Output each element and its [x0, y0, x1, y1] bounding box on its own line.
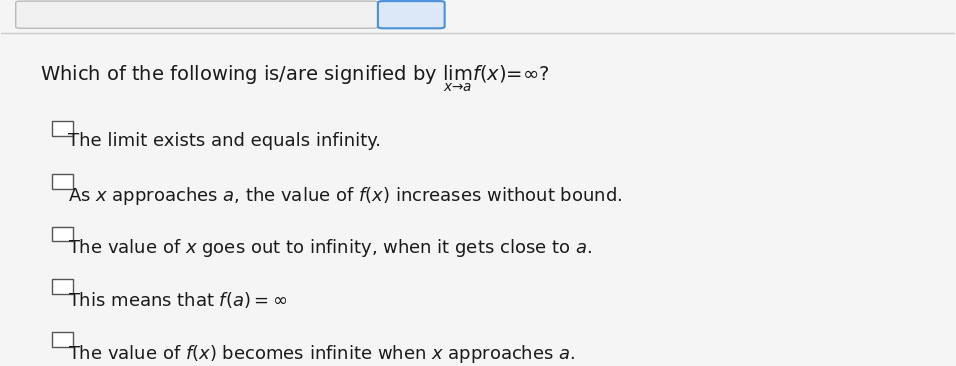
FancyBboxPatch shape — [52, 279, 73, 294]
FancyBboxPatch shape — [52, 121, 73, 136]
FancyBboxPatch shape — [52, 174, 73, 189]
Text: The value of $x$ goes out to infinity, when it gets close to $a$.: The value of $x$ goes out to infinity, w… — [68, 237, 592, 259]
Text: The value of $f(x)$ becomes infinite when $x$ approaches $a$.: The value of $f(x)$ becomes infinite whe… — [68, 343, 576, 365]
Text: The limit exists and equals infinity.: The limit exists and equals infinity. — [68, 132, 381, 150]
Text: As $x$ approaches $a$, the value of $f(x)$ increases without bound.: As $x$ approaches $a$, the value of $f(x… — [68, 184, 622, 206]
Text: This means that $f(a) = \infty$: This means that $f(a) = \infty$ — [68, 290, 288, 310]
FancyBboxPatch shape — [52, 332, 73, 347]
FancyBboxPatch shape — [378, 1, 445, 28]
FancyBboxPatch shape — [15, 1, 378, 28]
Text: Which of the following is/are signified by $\lim_{x \to a} f(x) = \infty$?: Which of the following is/are signified … — [39, 64, 549, 94]
FancyBboxPatch shape — [52, 227, 73, 241]
